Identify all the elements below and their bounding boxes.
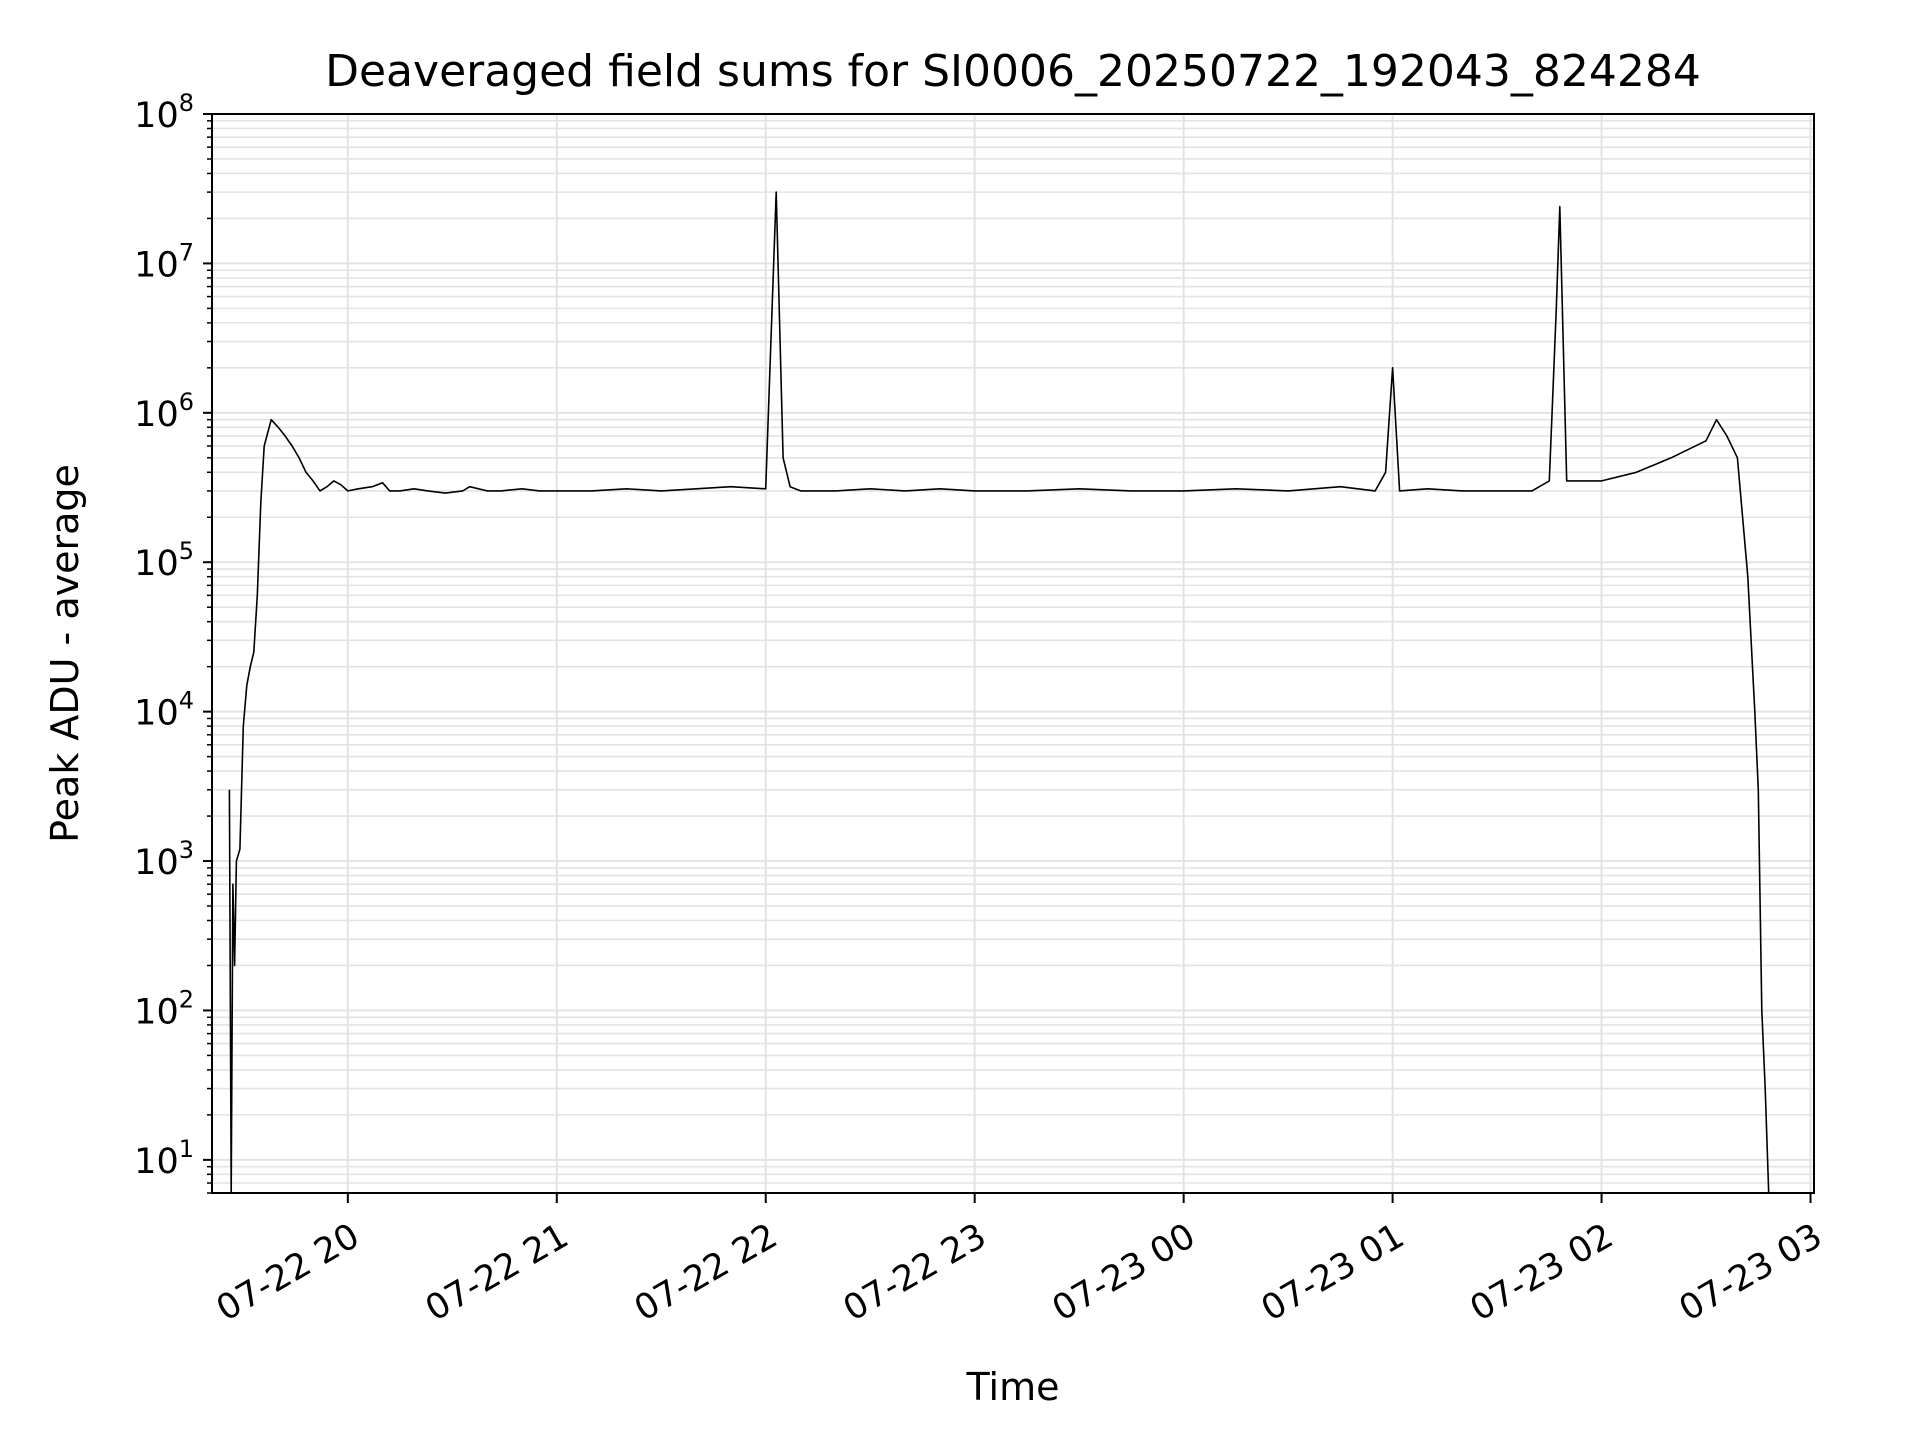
y-tick-exponent: 3 <box>179 836 194 864</box>
y-tick-label: 103 <box>134 836 194 883</box>
y-tick-label: 107 <box>134 238 194 285</box>
y-tick-exponent: 5 <box>179 537 194 565</box>
y-tick-label: 105 <box>134 537 194 584</box>
y-tick-label: 101 <box>134 1135 194 1182</box>
y-tick-exponent: 4 <box>179 687 194 715</box>
y-tick-base: 10 <box>134 694 179 734</box>
y-tick-label: 108 <box>134 89 194 136</box>
y-tick-exponent: 2 <box>179 985 194 1013</box>
y-tick-base: 10 <box>134 96 179 136</box>
chart-title: Deaveraged field sums for SI0006_2025072… <box>325 46 1701 97</box>
series-line <box>228 191 1770 1194</box>
y-tick-exponent: 6 <box>179 388 194 416</box>
y-tick-base: 10 <box>134 245 179 285</box>
y-axis-label: Peak ADU - average <box>43 464 87 843</box>
y-tick-exponent: 7 <box>179 238 194 266</box>
y-tick-exponent: 8 <box>179 89 194 117</box>
y-tick-label: 102 <box>134 985 194 1032</box>
plot-area-frame <box>211 113 1815 1194</box>
y-tick-label: 104 <box>134 687 194 734</box>
x-axis-label: Time <box>966 1365 1060 1409</box>
y-tick-base: 10 <box>134 395 179 435</box>
y-tick-exponent: 1 <box>179 1135 194 1163</box>
y-tick-label: 106 <box>134 388 194 435</box>
y-tick-base: 10 <box>134 992 179 1032</box>
grid-lines <box>212 113 1814 1194</box>
data-series <box>228 191 1770 1194</box>
y-tick-base: 10 <box>134 1142 179 1182</box>
y-tick-base: 10 <box>134 544 179 584</box>
y-tick-base: 10 <box>134 843 179 883</box>
